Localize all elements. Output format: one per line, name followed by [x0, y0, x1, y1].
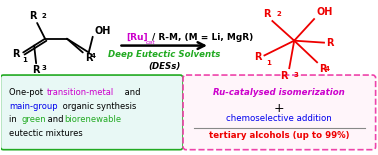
Text: / R-M, (M = Li, MgR): / R-M, (M = Li, MgR)	[152, 33, 254, 42]
Text: One-pot: One-pot	[9, 88, 46, 97]
Text: +: +	[274, 102, 285, 115]
Text: green: green	[21, 115, 46, 124]
Text: 2: 2	[41, 13, 46, 19]
Text: Ru-catalysed isomerization: Ru-catalysed isomerization	[214, 88, 345, 97]
FancyBboxPatch shape	[183, 75, 376, 150]
Text: [Ru]: [Ru]	[127, 33, 148, 42]
Text: 1: 1	[266, 60, 271, 66]
Text: 3: 3	[41, 65, 46, 71]
Text: organic synthesis: organic synthesis	[60, 102, 136, 111]
Text: R: R	[85, 53, 92, 63]
Text: 4: 4	[325, 66, 330, 72]
Text: OH: OH	[316, 7, 332, 17]
Text: main-group: main-group	[9, 102, 58, 111]
Text: chemoselective addition: chemoselective addition	[226, 114, 332, 123]
Text: Deep Eutectic Solvents: Deep Eutectic Solvents	[108, 51, 220, 60]
Text: and: and	[122, 88, 141, 97]
Text: R: R	[319, 64, 327, 74]
Text: OH: OH	[95, 26, 111, 36]
Text: and: and	[45, 115, 66, 124]
Text: in: in	[9, 115, 20, 124]
Text: 3: 3	[293, 72, 298, 78]
Text: R: R	[263, 9, 270, 19]
Text: R: R	[33, 65, 40, 75]
Text: eutectic mixtures: eutectic mixtures	[9, 129, 83, 138]
FancyBboxPatch shape	[0, 75, 183, 150]
Text: tertiary alcohols (up to 99%): tertiary alcohols (up to 99%)	[209, 131, 350, 140]
Text: biorenewable: biorenewable	[64, 115, 121, 124]
Text: 1: 1	[22, 57, 27, 63]
Text: cat: cat	[145, 40, 155, 45]
Text: R: R	[12, 49, 19, 59]
Text: 4: 4	[91, 53, 96, 59]
Text: 2: 2	[276, 11, 281, 17]
Text: R: R	[254, 52, 262, 62]
Text: R: R	[29, 11, 36, 21]
Text: (DESs): (DESs)	[148, 62, 180, 71]
Text: R: R	[326, 38, 333, 48]
Text: transition-metal: transition-metal	[47, 88, 114, 97]
Text: R: R	[280, 71, 287, 81]
